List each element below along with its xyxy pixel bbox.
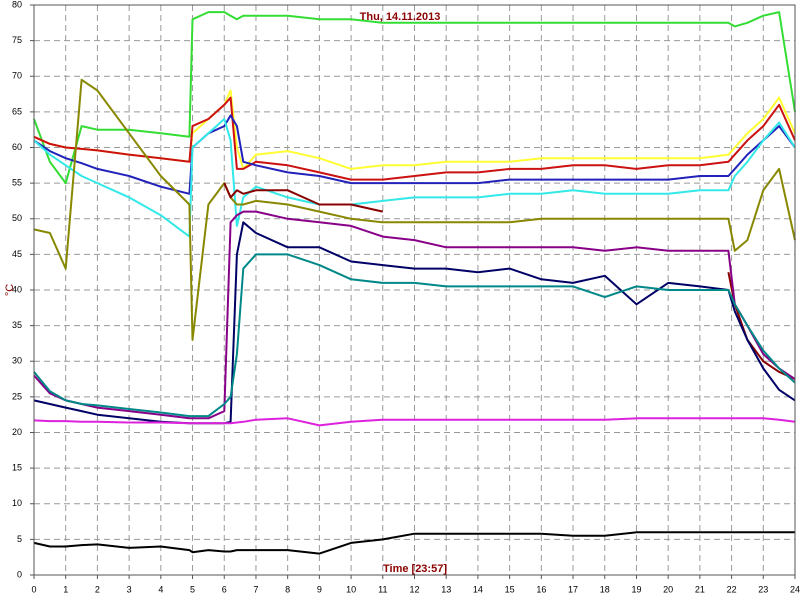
- y-tick-label: 50: [12, 213, 22, 223]
- y-tick-label: 0: [17, 569, 22, 579]
- plot-frame: [33, 4, 796, 576]
- y-axis-label: °C: [4, 284, 16, 296]
- x-tick-label: 17: [568, 584, 578, 594]
- x-tick-label: 7: [253, 584, 258, 594]
- y-tick-label: 20: [12, 427, 22, 437]
- y-tick-label: 55: [12, 178, 22, 188]
- series-line: [33, 11, 796, 185]
- x-axis-label: Time [23:57]: [383, 563, 447, 575]
- x-tick-label: 15: [505, 584, 515, 594]
- x-tick-label: 8: [285, 584, 290, 594]
- x-tick-label: 4: [158, 584, 163, 594]
- y-tick-label: 60: [12, 142, 22, 152]
- y-tick-label: 40: [12, 284, 22, 294]
- x-tick-label: 19: [631, 584, 641, 594]
- y-tick-label: 10: [12, 498, 22, 508]
- x-tick-label: 1: [63, 584, 68, 594]
- x-tick-label: 20: [663, 584, 673, 594]
- series-line: [33, 96, 796, 181]
- y-tick-label: 35: [12, 320, 22, 330]
- series-line: [33, 114, 796, 195]
- x-tick-label: 13: [441, 584, 451, 594]
- y-tick-label: 75: [12, 35, 22, 45]
- y-tick-label: 80: [12, 0, 22, 9]
- y-tick-label: 25: [12, 391, 22, 401]
- x-tick-label: 2: [95, 584, 100, 594]
- x-tick-label: 21: [695, 584, 705, 594]
- x-tick-label: 16: [536, 584, 546, 594]
- x-tick-label: 23: [758, 584, 768, 594]
- x-tick-label: 5: [190, 584, 195, 594]
- y-tick-label: 15: [12, 463, 22, 473]
- series-line: [33, 531, 795, 555]
- x-tick-label: 3: [127, 584, 132, 594]
- x-tick-label: 0: [31, 584, 36, 594]
- x-tick-label: 24: [790, 584, 800, 594]
- series-line: [33, 210, 796, 420]
- y-tick-label: 5: [17, 534, 22, 544]
- x-tick-label: 22: [727, 584, 737, 594]
- x-tick-label: 14: [473, 584, 483, 594]
- x-tick-label: 9: [317, 584, 322, 594]
- y-tick-label: 65: [12, 106, 22, 116]
- y-tick-label: 30: [12, 356, 22, 366]
- series-line: [33, 417, 796, 427]
- series-line: [33, 78, 796, 341]
- chart-title: Thu, 14.11.2013: [360, 11, 441, 23]
- x-tick-label: 11: [378, 584, 387, 594]
- x-tick-label: 10: [346, 584, 356, 594]
- x-tick-label: 18: [600, 584, 610, 594]
- series-line: [33, 221, 796, 425]
- y-tick-label: 70: [12, 71, 22, 81]
- lines: [33, 11, 796, 555]
- x-tick-label: 12: [409, 584, 419, 594]
- y-tick-label: 45: [12, 249, 22, 259]
- series-line: [33, 253, 796, 418]
- x-tick-label: 6: [222, 584, 227, 594]
